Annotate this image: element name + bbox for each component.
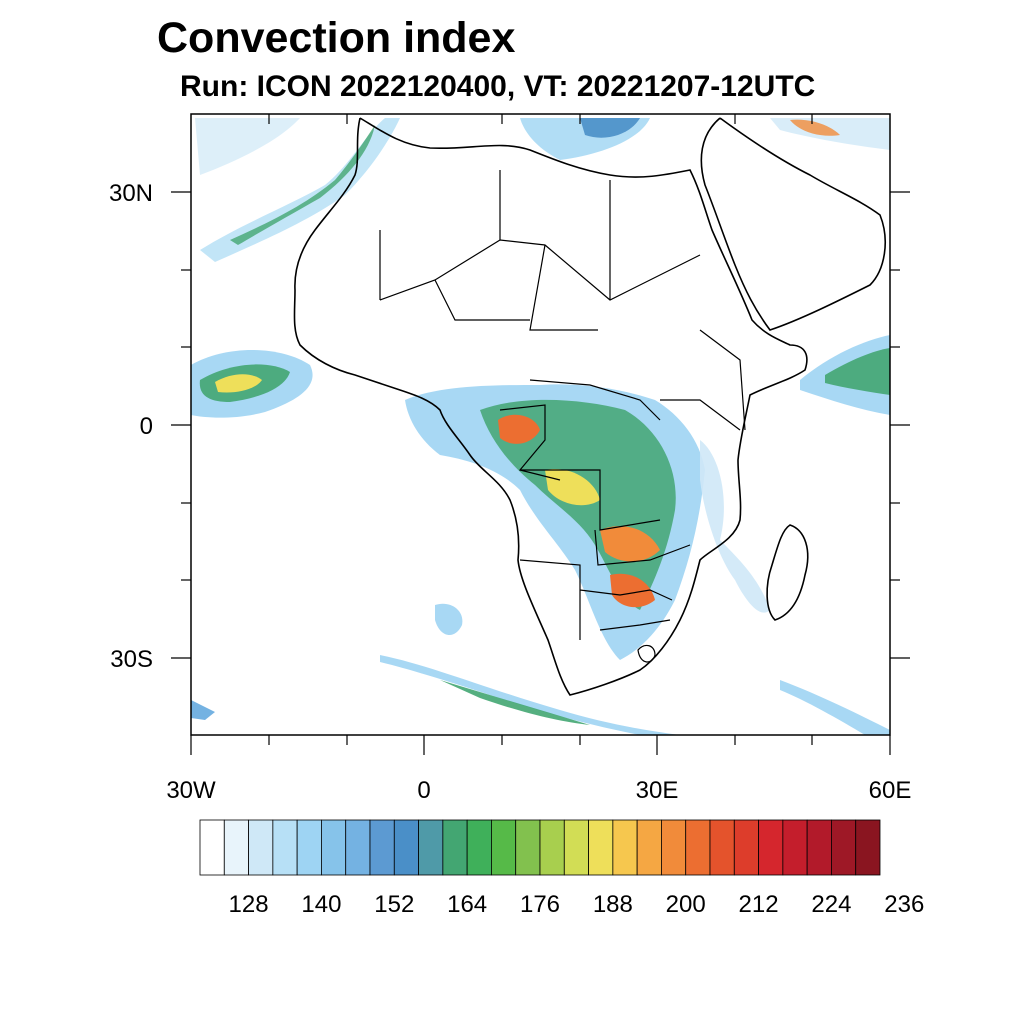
border-south-central	[520, 469, 691, 566]
convection-core-south-atlantic	[440, 680, 590, 725]
coastline-africa	[293, 117, 808, 696]
convection-peak-angola	[545, 469, 600, 506]
colorbar-swatch	[442, 819, 468, 876]
colorbar-swatch	[321, 819, 347, 876]
convection-peak-zimbabwe	[610, 573, 655, 608]
colorbar-label: 236	[884, 891, 924, 918]
colorbar-label: 128	[229, 891, 269, 918]
colorbar-swatch	[685, 819, 711, 876]
y-tick-label-30n: 30N	[109, 180, 153, 207]
colorbar-swatch	[199, 819, 225, 876]
x-tick-label-60e: 60E	[869, 777, 912, 804]
border-lesotho	[637, 644, 656, 663]
colorbar-swatch	[491, 819, 517, 876]
colorbar-swatch	[636, 819, 662, 876]
x-tick-label-30e: 30E	[636, 777, 679, 804]
border-east	[660, 329, 746, 431]
colorbar-swatch	[855, 819, 881, 876]
colorbar-swatch	[296, 819, 322, 876]
border-north-central	[499, 170, 611, 331]
border-southern	[519, 559, 673, 640]
colorbar-swatch	[782, 819, 808, 876]
colorbar-swatch	[223, 819, 249, 876]
colorbar-label: 212	[739, 891, 779, 918]
colorbar-swatch	[272, 819, 298, 876]
convection-core-aegean	[580, 118, 640, 138]
colorbar-swatch	[369, 819, 395, 876]
colorbar-swatch	[588, 819, 614, 876]
convection-cloud-south-atlantic	[435, 603, 463, 636]
convection-cloud-atlantic-upper	[195, 118, 300, 175]
coastlines	[293, 117, 886, 696]
colorbar-swatch	[515, 819, 541, 876]
colorbar-swatch	[831, 819, 857, 876]
colorbar-label: 200	[666, 891, 706, 918]
y-tick-label-30s: 30S	[110, 646, 153, 673]
colorbar-label: 164	[447, 891, 487, 918]
colorbar-swatch	[393, 819, 419, 876]
convection-cloud-southwest	[191, 700, 215, 720]
colorbar-label: 140	[301, 891, 341, 918]
border-sahel	[379, 239, 701, 301]
border-central	[499, 379, 661, 481]
colorbar-label: 224	[811, 891, 851, 918]
convection-band-southwest-indian	[780, 680, 890, 735]
colorbar-swatch	[563, 819, 589, 876]
x-tick-label-0: 0	[417, 777, 430, 804]
convection-core-indian-ocean	[825, 348, 890, 395]
convection-area-north-atlantic	[200, 118, 400, 262]
chart-subtitle: Run: ICON 2022120400, VT: 20221207-12UTC	[180, 70, 816, 103]
colorbar-labels: 128 140 152 164 176 188 200 212 224 236	[229, 891, 925, 918]
x-tick-label-30w: 30W	[166, 777, 216, 804]
colorbar-label: 176	[520, 891, 560, 918]
border-west	[379, 230, 530, 321]
colorbar-swatch	[758, 819, 784, 876]
convection-band-south-atlantic	[380, 655, 680, 735]
colorbar-swatch	[345, 819, 371, 876]
colorbar-swatch	[418, 819, 444, 876]
convection-peak-congo	[498, 414, 540, 444]
colorbar-label: 188	[593, 891, 633, 918]
coastline-arabia	[700, 117, 886, 331]
colorbar-label: 152	[374, 891, 414, 918]
colorbar-swatch	[709, 819, 735, 876]
colorbar-swatch	[806, 819, 832, 876]
coastline-madagascar	[766, 524, 809, 621]
convection-field	[191, 118, 890, 735]
chart-title: Convection index	[157, 14, 516, 62]
y-tick-label-0: 0	[140, 413, 153, 440]
colorbar-swatch	[612, 819, 638, 876]
colorbar-swatch	[733, 819, 759, 876]
colorbar	[199, 819, 881, 876]
colorbar-swatch	[661, 819, 687, 876]
convection-area-mozambique-channel	[700, 440, 770, 613]
country-borders	[379, 170, 746, 663]
convection-peak-zambia	[600, 526, 660, 562]
colorbar-swatch	[466, 819, 492, 876]
tick-marks	[171, 114, 910, 755]
convection-peak-west-atlantic	[215, 374, 262, 393]
colorbar-swatch	[248, 819, 274, 876]
convection-core-middle-east	[790, 119, 840, 136]
colorbar-swatch	[539, 819, 565, 876]
